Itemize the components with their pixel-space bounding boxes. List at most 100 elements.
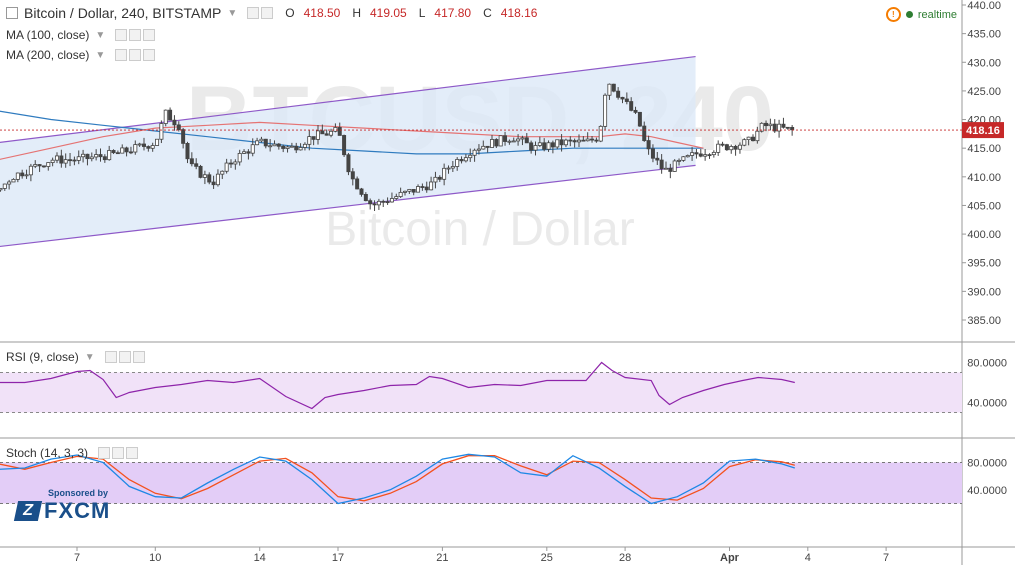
candle-up bbox=[533, 145, 538, 151]
candle-down bbox=[385, 201, 390, 204]
candle-up bbox=[394, 196, 399, 199]
candle-down bbox=[568, 139, 573, 142]
candle-up bbox=[76, 156, 81, 161]
candle-up bbox=[163, 109, 168, 124]
rsi-tick-label: 80.0000 bbox=[967, 358, 1007, 370]
candle-down bbox=[194, 163, 199, 167]
candle-down bbox=[41, 165, 46, 168]
ma100-label[interactable]: MA (100, close) bbox=[6, 28, 90, 42]
ma100-legend: MA (100, close) ▼ bbox=[6, 28, 156, 42]
candle-down bbox=[642, 125, 647, 141]
gear-icon[interactable] bbox=[261, 7, 274, 19]
ma200-legend: MA (200, close) ▼ bbox=[6, 48, 156, 62]
candle-down bbox=[459, 159, 464, 162]
visibility-icon[interactable] bbox=[115, 29, 128, 41]
candle-up bbox=[663, 167, 668, 170]
visibility-icon[interactable] bbox=[247, 7, 260, 19]
realtime-indicator[interactable]: ! realtime bbox=[885, 7, 957, 22]
candle-down bbox=[198, 165, 203, 178]
candle-up bbox=[46, 162, 51, 167]
close-icon[interactable] bbox=[126, 447, 139, 459]
candle-up bbox=[433, 176, 438, 183]
candle-up bbox=[585, 138, 590, 142]
fxcm-brand: Z FXCM bbox=[13, 498, 110, 524]
gear-icon[interactable] bbox=[118, 351, 131, 363]
last-price-label: 418.16 bbox=[966, 125, 1000, 137]
candle-up bbox=[685, 155, 690, 158]
price-tick-label: 385.00 bbox=[967, 315, 1001, 327]
candle-up bbox=[50, 159, 55, 163]
close-icon[interactable] bbox=[143, 49, 156, 61]
channel-upper-line bbox=[0, 55, 696, 144]
ma100-line bbox=[0, 121, 704, 160]
rsi-label[interactable]: RSI (9, close) bbox=[6, 350, 79, 364]
stoch-buttons bbox=[98, 447, 139, 459]
candle-down bbox=[781, 123, 786, 128]
candle-down bbox=[368, 200, 373, 205]
candle-down bbox=[707, 154, 712, 157]
time-tick-label: Apr bbox=[720, 552, 740, 564]
sponsored-by-text: Sponsored by bbox=[48, 488, 109, 498]
gear-icon[interactable] bbox=[112, 447, 125, 459]
candle-down bbox=[146, 146, 151, 149]
close-icon[interactable] bbox=[132, 351, 145, 363]
candle-up bbox=[7, 181, 12, 185]
candle-up bbox=[520, 137, 525, 140]
candle-up bbox=[672, 160, 677, 172]
candle-up bbox=[690, 152, 695, 156]
visibility-icon[interactable] bbox=[98, 447, 111, 459]
candle-up bbox=[259, 138, 264, 142]
candle-up bbox=[215, 173, 220, 186]
candle-up bbox=[468, 154, 473, 159]
candle-down bbox=[311, 136, 316, 140]
channel-lower-line bbox=[0, 164, 696, 248]
candle-down bbox=[411, 189, 416, 193]
symbol-title[interactable]: Bitcoin / Dollar, 240, BITSTAMP bbox=[24, 5, 222, 21]
candle-down bbox=[246, 151, 251, 154]
visibility-icon[interactable] bbox=[104, 351, 117, 363]
stoch-tick-label: 40.0000 bbox=[967, 485, 1007, 497]
price-tick-label: 400.00 bbox=[967, 229, 1001, 241]
collapse-icon[interactable] bbox=[6, 7, 18, 19]
candle-up bbox=[120, 147, 125, 154]
candle-up bbox=[307, 136, 312, 145]
ma200-line bbox=[0, 110, 704, 155]
chevron-down-icon[interactable]: ▼ bbox=[227, 7, 238, 19]
candle-down bbox=[59, 155, 64, 164]
ma100-buttons bbox=[115, 29, 156, 41]
candle-up bbox=[576, 139, 581, 143]
candle-down bbox=[98, 154, 103, 158]
time-tick-label: 14 bbox=[254, 552, 266, 564]
rsi-line bbox=[0, 361, 795, 410]
candle-up bbox=[746, 136, 751, 141]
stoch-legend: Stoch (14, 3, 3) bbox=[6, 446, 139, 460]
candle-up bbox=[476, 148, 481, 151]
candle-up bbox=[89, 156, 94, 160]
candle-down bbox=[620, 96, 625, 100]
chevron-down-icon[interactable]: ▼ bbox=[95, 49, 106, 61]
candle-up bbox=[24, 174, 29, 177]
fxcm-logo-icon: Z bbox=[13, 501, 43, 521]
visibility-icon[interactable] bbox=[115, 49, 128, 61]
candle-down bbox=[320, 130, 325, 135]
candle-up bbox=[429, 181, 434, 191]
time-tick-label: 21 bbox=[436, 552, 448, 564]
candle-up bbox=[150, 145, 155, 149]
candle-up bbox=[329, 130, 334, 136]
close-icon[interactable] bbox=[143, 29, 156, 41]
sponsor-logo[interactable]: Sponsored by Z FXCM bbox=[13, 488, 110, 524]
gear-icon[interactable] bbox=[129, 49, 142, 61]
chevron-down-icon[interactable]: ▼ bbox=[95, 29, 106, 41]
candle-down bbox=[172, 119, 177, 126]
candle-up bbox=[516, 138, 521, 142]
candle-up bbox=[285, 146, 290, 149]
ma200-label[interactable]: MA (200, close) bbox=[6, 48, 90, 62]
time-tick-label: 4 bbox=[805, 552, 811, 564]
gear-icon[interactable] bbox=[129, 29, 142, 41]
chevron-down-icon[interactable]: ▼ bbox=[84, 351, 95, 363]
symbol-legend: Bitcoin / Dollar, 240, BITSTAMP ▼ O 418.5… bbox=[6, 5, 537, 21]
symbol-settings-buttons bbox=[247, 7, 274, 19]
candle-down bbox=[350, 171, 355, 180]
stoch-label[interactable]: Stoch (14, 3, 3) bbox=[6, 446, 89, 460]
